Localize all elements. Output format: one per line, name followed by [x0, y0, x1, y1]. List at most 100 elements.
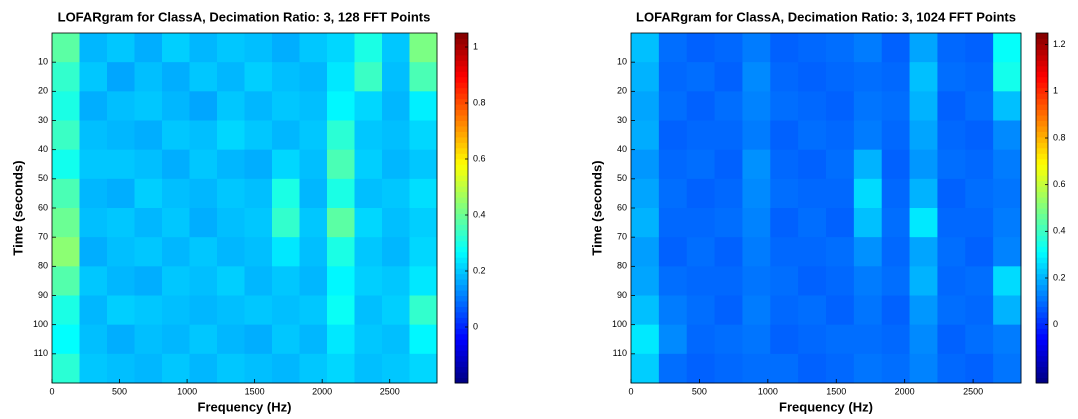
- heatmap-cell: [993, 33, 1022, 63]
- heatmap-cell: [52, 353, 80, 384]
- heatmap-cell: [382, 120, 410, 151]
- heatmap-cell: [107, 353, 135, 384]
- colorbar-swatch: [1036, 125, 1048, 132]
- colorbar-tick-label: 0.4: [473, 209, 486, 219]
- colorbar-swatch: [1036, 87, 1048, 94]
- heatmap-cell: [993, 295, 1022, 326]
- heatmap-cell: [272, 178, 300, 209]
- heatmap-cell: [770, 295, 799, 326]
- colorbar-swatch: [455, 38, 468, 45]
- heatmap-cell: [327, 295, 355, 326]
- colorbar-swatch: [455, 197, 468, 204]
- colorbar-swatch: [455, 136, 468, 143]
- heatmap-cell: [631, 91, 660, 121]
- colorbar-swatch: [1036, 115, 1048, 121]
- heatmap-cell: [965, 208, 994, 238]
- heatmap-cell: [79, 33, 108, 63]
- heatmap-cell: [382, 178, 410, 209]
- heatmap-cell: [853, 295, 883, 326]
- heatmap-cell: [631, 295, 660, 326]
- heatmap-cell: [409, 208, 438, 238]
- heatmap-cell: [853, 324, 883, 355]
- heatmap-cell: [409, 120, 438, 151]
- colorbar-swatch: [1036, 60, 1048, 67]
- heatmap-cell: [770, 353, 799, 384]
- heatmap-cell: [686, 91, 716, 121]
- colorbar-swatch: [1036, 65, 1048, 72]
- colorbar-swatch: [455, 372, 468, 379]
- heatmap-cell: [853, 353, 883, 384]
- heatmap-cell: [993, 266, 1022, 296]
- heatmap-cell: [52, 91, 80, 121]
- heatmap-cell: [354, 62, 383, 92]
- colorbar-swatch: [1036, 202, 1048, 209]
- y-tick-label: 50: [38, 173, 48, 183]
- heatmap-cell: [134, 62, 163, 92]
- colorbar-swatch: [1036, 235, 1048, 242]
- heatmap-cell: [909, 120, 938, 151]
- y-axis-label: Time (seconds): [589, 160, 604, 255]
- heatmap-cell: [134, 324, 163, 355]
- heatmap-cell: [909, 33, 938, 63]
- colorbar-swatch: [455, 235, 468, 242]
- colorbar-swatch: [455, 109, 468, 116]
- colorbar-swatch: [1036, 328, 1048, 335]
- heatmap-cell: [327, 91, 355, 121]
- heatmap-cell: [993, 353, 1022, 384]
- heatmap-cell: [909, 208, 938, 238]
- colorbar-swatch: [455, 93, 468, 100]
- heatmap-cell: [909, 178, 938, 209]
- heatmap-cell: [770, 91, 799, 121]
- heatmap-cell: [798, 91, 827, 121]
- colorbar-swatch: [455, 317, 468, 324]
- heatmap-cell: [798, 324, 827, 355]
- heatmap-cell: [244, 178, 273, 209]
- heatmap-cell: [107, 208, 135, 238]
- heatmap-cell: [299, 178, 328, 209]
- heatmap-cell: [993, 91, 1022, 121]
- heatmap-cell: [217, 33, 245, 63]
- heatmap-cell: [217, 62, 245, 92]
- colorbar-swatch: [455, 300, 468, 307]
- heatmap-cell: [658, 353, 688, 384]
- x-tick-label: 2000: [312, 386, 332, 396]
- heatmap-cell: [826, 353, 855, 384]
- colorbar-swatch: [1036, 213, 1048, 220]
- heatmap-cell: [107, 120, 135, 151]
- colorbar-tick-label: 0.4: [1053, 226, 1066, 236]
- x-tick-label: 1000: [758, 386, 778, 396]
- heatmap-cell: [770, 324, 799, 355]
- heatmap-cell: [631, 178, 660, 209]
- heatmap-cell: [798, 62, 827, 92]
- heatmap-cell: [853, 178, 883, 209]
- heatmap-cell: [965, 353, 994, 384]
- heatmap-cell: [714, 237, 743, 267]
- colorbar-swatch: [455, 355, 468, 362]
- heatmap-cell: [299, 324, 328, 355]
- heatmap-cell: [937, 237, 966, 267]
- heatmap-cell: [631, 62, 660, 92]
- heatmap-cell: [162, 178, 190, 209]
- heatmap-cell: [354, 295, 383, 326]
- heatmap-cell: [714, 324, 743, 355]
- heatmap-cell: [881, 149, 911, 180]
- heatmap-cell: [217, 324, 245, 355]
- colorbar-swatch: [1036, 38, 1048, 45]
- heatmap-cell: [909, 237, 938, 267]
- heatmap-cell: [798, 237, 827, 267]
- y-tick-label: 110: [613, 348, 627, 358]
- x-tick-label: 2500: [963, 386, 983, 396]
- heatmap-cell: [686, 149, 716, 180]
- heatmap-cell: [909, 62, 938, 92]
- heatmap-cell: [299, 33, 328, 63]
- colorbar-tick-label: 0.8: [1053, 132, 1066, 142]
- colorbar-swatch: [1036, 54, 1048, 61]
- heatmap-cell: [107, 324, 135, 355]
- colorbar-swatch: [455, 240, 468, 247]
- heatmap-cell: [244, 295, 273, 326]
- colorbar-swatch: [1036, 306, 1048, 313]
- heatmap-cell: [881, 324, 911, 355]
- heatmap-cell: [189, 295, 218, 326]
- heatmap-cell: [631, 149, 660, 180]
- heatmap-cell: [162, 149, 190, 180]
